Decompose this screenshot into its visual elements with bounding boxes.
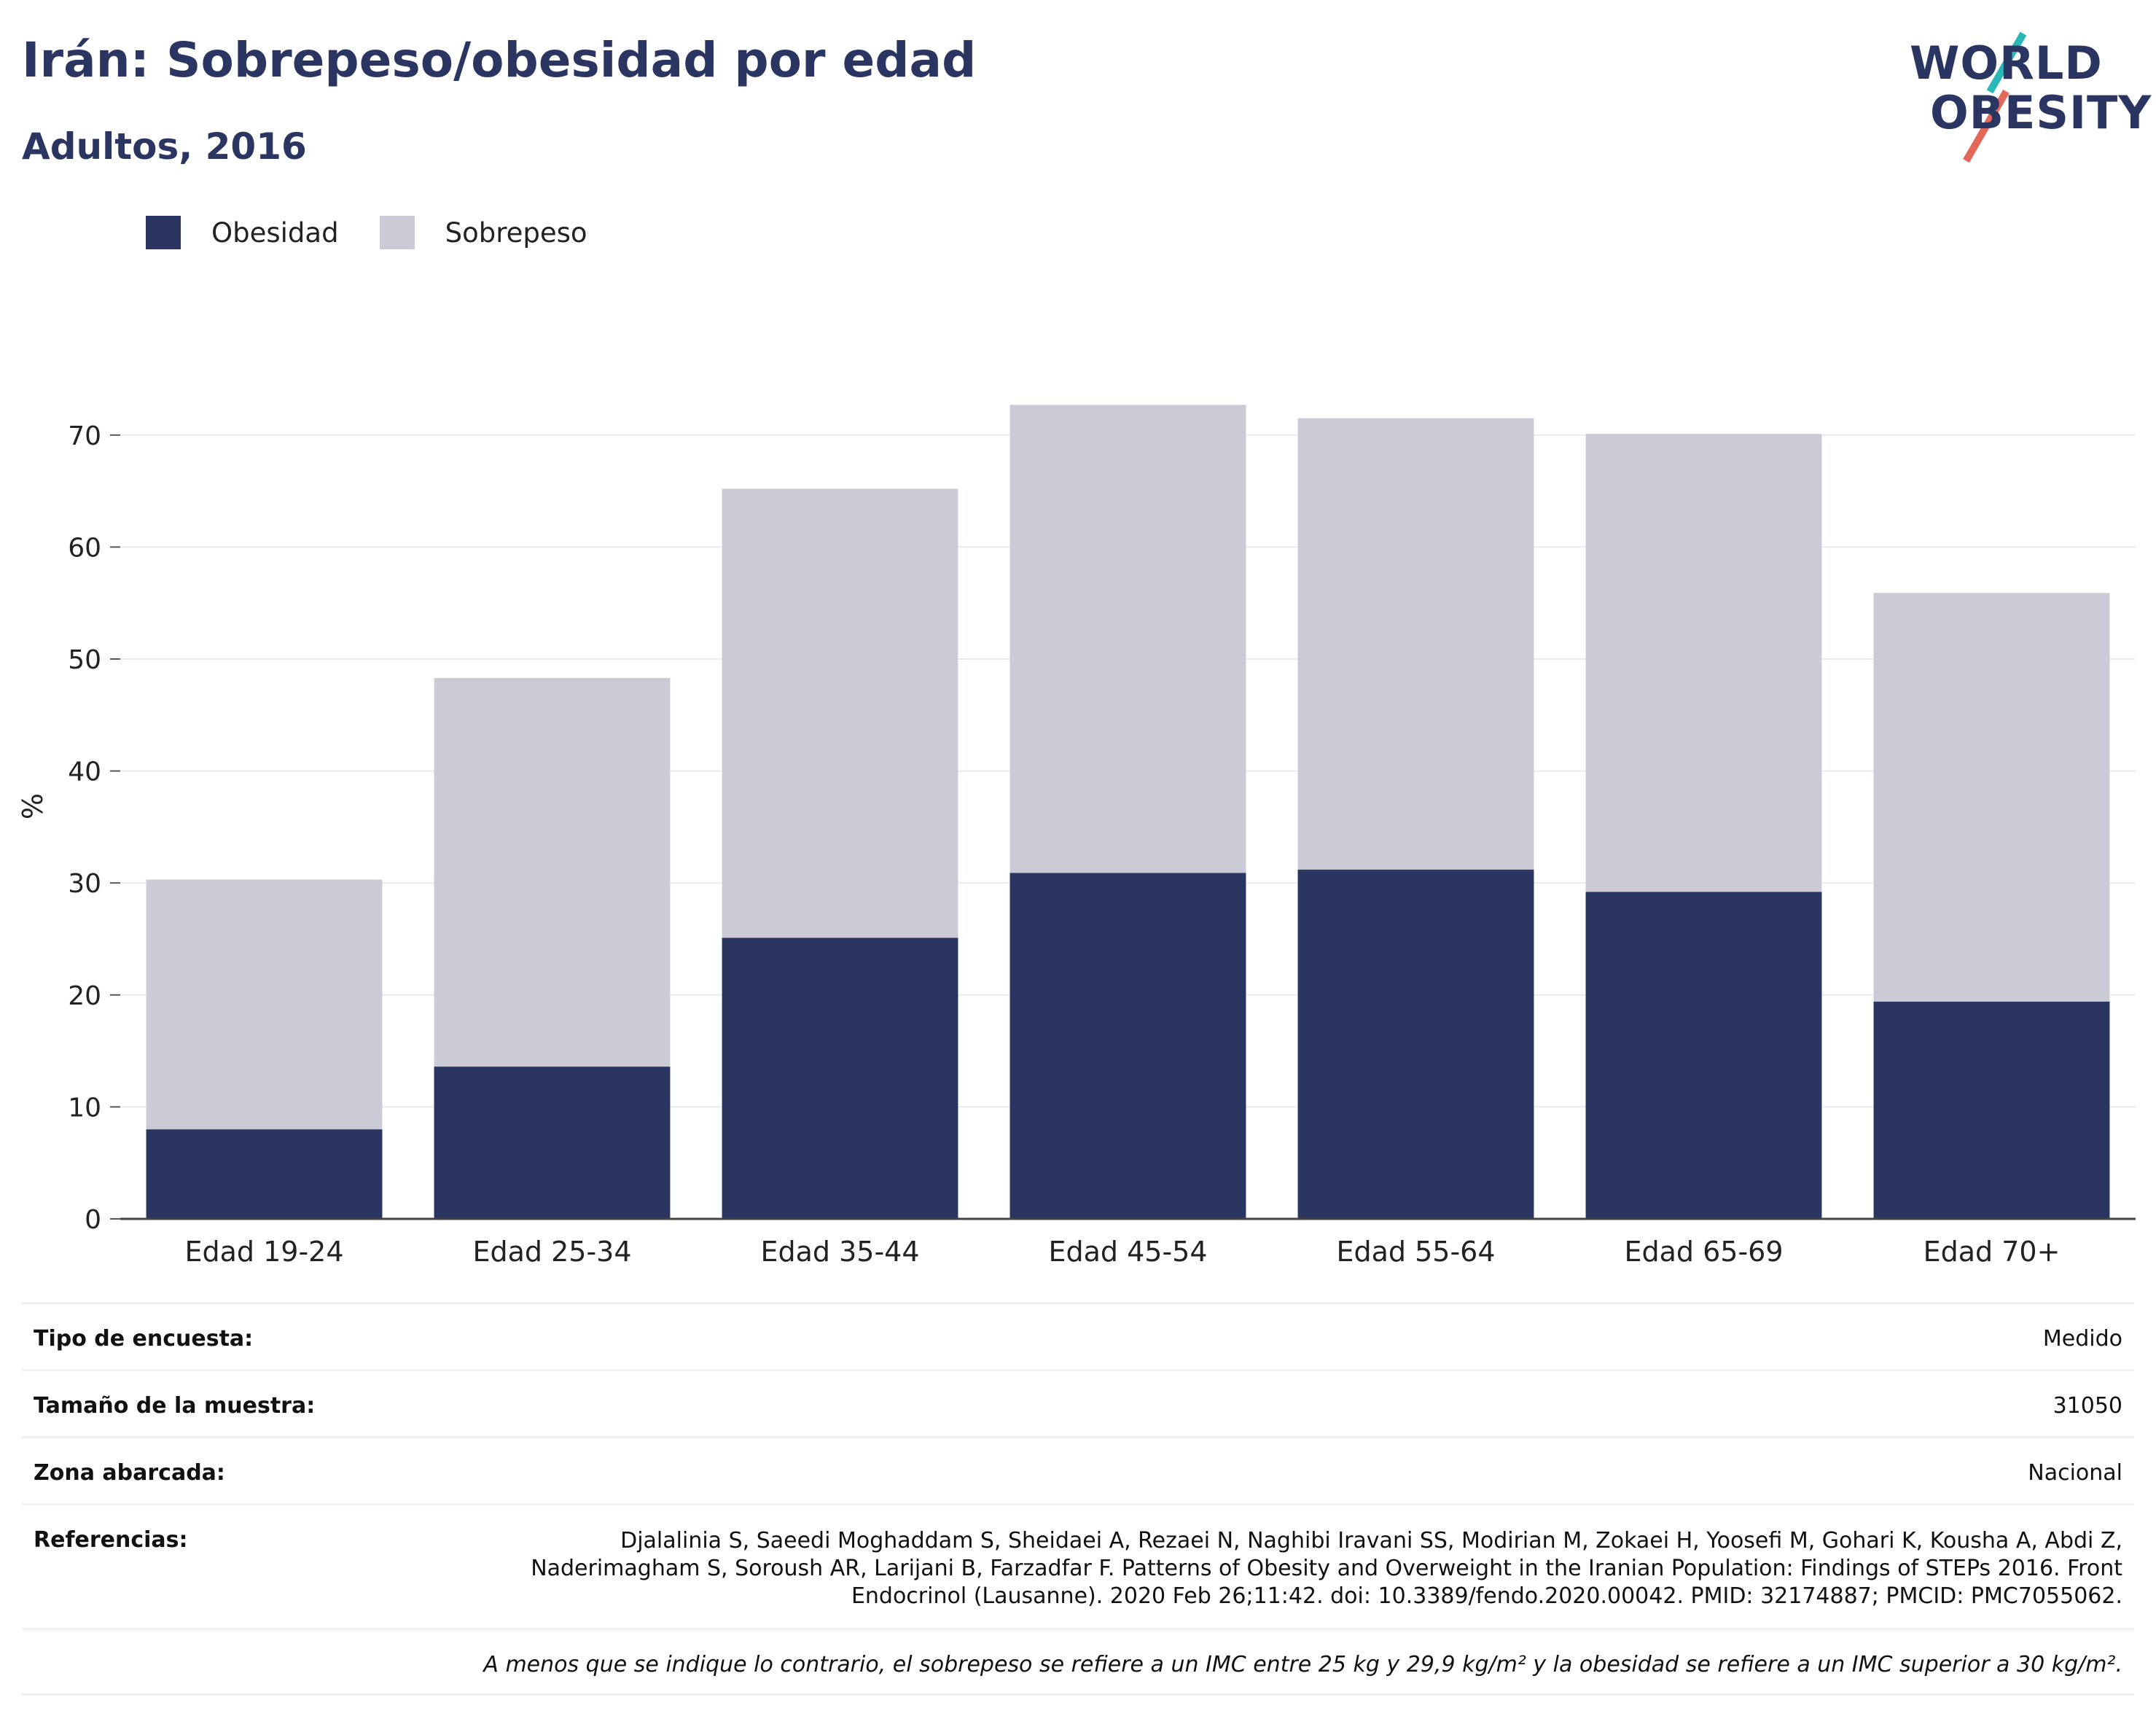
info-label: Tipo de encuesta: <box>34 1326 254 1352</box>
x-tick-label: Edad 70+ <box>1923 1236 2061 1268</box>
y-tick-label: 30 <box>68 869 101 899</box>
page-subtitle: Adultos, 2016 <box>22 125 307 168</box>
info-value: Nacional <box>2028 1460 2122 1486</box>
legend-item-obesidad[interactable]: Obesidad <box>146 216 339 249</box>
legend-swatch-obesidad <box>146 216 181 249</box>
x-tick-label: Edad 35-44 <box>760 1236 919 1268</box>
x-tick-label: Edad 25-34 <box>472 1236 631 1268</box>
info-value: 31050 <box>2053 1393 2122 1419</box>
world-obesity-logo: WORLD OBESITY <box>1895 22 2151 163</box>
bar-obesidad-7 <box>1873 1002 2110 1219</box>
page-title: Irán: Sobrepeso/obesidad por edad <box>22 32 977 88</box>
y-tick-label: 70 <box>68 421 101 451</box>
bar-sobrepeso-7 <box>1873 593 2110 1002</box>
stacked-bar-chart: 0 10 20 30 40 50 60 70% Edad 19-24 Edad 25-34 Edad… <box>17 405 2136 1268</box>
legend-label-obesidad: Obesidad <box>211 217 339 249</box>
bar-sobrepeso-2 <box>434 678 671 1067</box>
info-label: Zona abarcada: <box>34 1460 225 1486</box>
info-row-references: Referencias: Djalalinia S, Saeedi Moghad… <box>22 1503 2134 1628</box>
bar-obesidad-4 <box>1009 873 1246 1219</box>
y-tick-label: 10 <box>68 1093 101 1123</box>
legend-item-sobrepeso[interactable]: Sobrepeso <box>379 216 587 249</box>
bar-obesidad-6 <box>1585 892 1822 1219</box>
y-tick-label: 60 <box>68 533 101 563</box>
bar-obesidad-2 <box>434 1067 671 1219</box>
bar-sobrepeso-1 <box>146 879 383 1130</box>
x-tick-label: Edad 45-54 <box>1048 1236 1207 1268</box>
info-row-survey-type: Tipo de encuesta: Medido <box>22 1302 2134 1369</box>
bar-sobrepeso-6 <box>1585 434 1822 892</box>
bar-sobrepeso-5 <box>1297 418 1534 870</box>
survey-info-table: Tipo de encuesta: Medido Tamaño de la mu… <box>22 1302 2134 1696</box>
legend-swatch-sobrepeso <box>379 216 415 249</box>
info-row-area-covered: Zona abarcada: Nacional <box>22 1436 2134 1503</box>
bar-obesidad-5 <box>1297 869 1534 1219</box>
x-tick-label: Edad 65-69 <box>1624 1236 1783 1268</box>
info-value-reference: Djalalinia S, Saeedi Moghaddam S, Sheida… <box>531 1528 2122 1609</box>
legend-label-sobrepeso: Sobrepeso <box>445 217 587 249</box>
x-tick-label: Edad 55-64 <box>1336 1236 1495 1268</box>
info-row-sample-size: Tamaño de la muestra: 31050 <box>22 1369 2134 1436</box>
bar-sobrepeso-4 <box>1009 405 1246 873</box>
y-tick-label: 50 <box>68 645 101 675</box>
logo-text-world: WORLD <box>1910 36 2103 90</box>
footnote: A menos que se indique lo contrario, el … <box>22 1628 2134 1696</box>
y-tick-label: 0 <box>85 1205 101 1235</box>
bar-obesidad-1 <box>146 1129 383 1219</box>
info-value: Medido <box>2042 1326 2122 1352</box>
y-tick-label: 40 <box>68 757 101 787</box>
y-axis-label: % <box>17 793 49 819</box>
bar-obesidad-3 <box>722 937 958 1219</box>
chart-legend: Obesidad Sobrepeso <box>146 216 628 249</box>
bar-sobrepeso-3 <box>722 488 958 938</box>
info-label: Referencias: <box>34 1527 188 1553</box>
logo-text-obesity: OBESITY <box>1930 86 2152 139</box>
y-tick-label: 20 <box>68 981 101 1011</box>
x-tick-label: Edad 19-24 <box>184 1236 343 1268</box>
info-label: Tamaño de la muestra: <box>34 1393 316 1419</box>
